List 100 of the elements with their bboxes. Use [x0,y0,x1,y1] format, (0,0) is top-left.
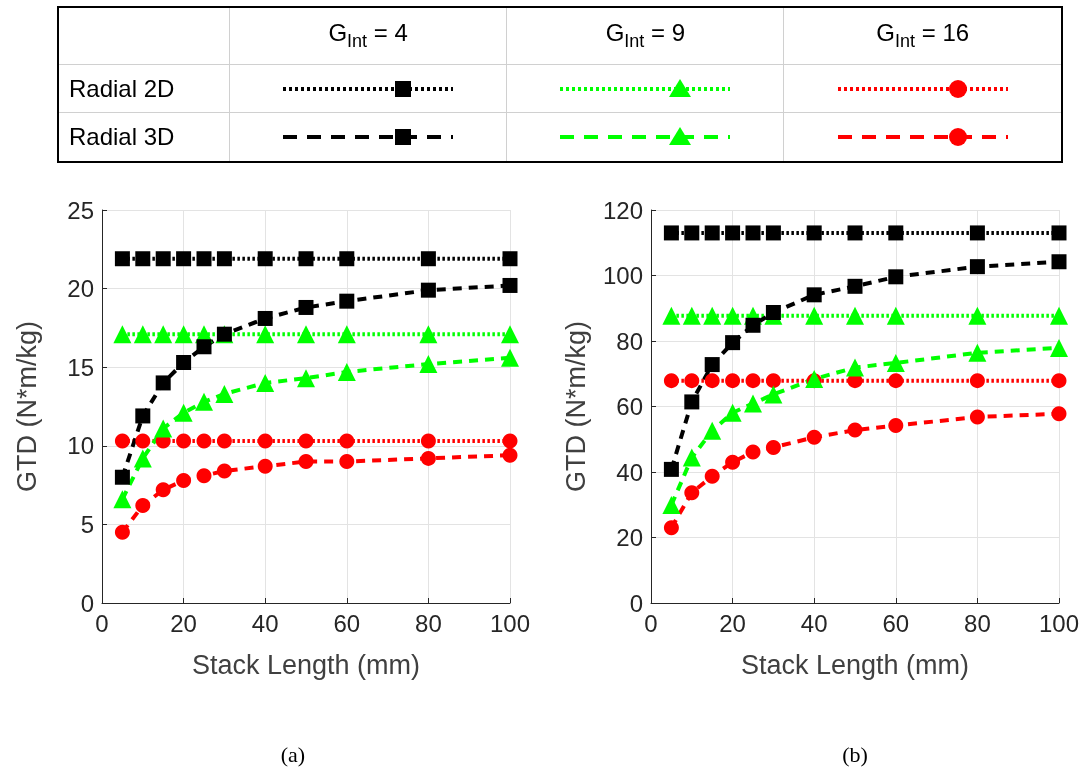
point [703,421,722,440]
point [257,310,273,326]
point [114,524,130,540]
point [154,325,173,344]
point [847,278,863,294]
point [886,306,905,325]
point [704,373,720,389]
point [662,306,681,325]
point [745,444,761,460]
point [725,454,741,470]
point [704,357,720,373]
point [135,408,151,424]
point [1051,406,1067,422]
point [502,433,518,449]
point [1051,373,1067,389]
x-tick-label: 80 [415,609,442,637]
point [725,225,741,241]
x-tick-label: 60 [333,609,361,637]
y-tick-label: 25 [67,196,94,224]
point [684,394,700,410]
y-tick-label: 40 [616,458,643,486]
point [663,373,679,389]
point [216,433,232,449]
point [682,306,701,325]
point [133,449,152,468]
x-tick-label: 40 [800,609,828,637]
point [745,317,761,333]
point [745,225,761,241]
point [684,485,700,501]
y-tick-label: 0 [80,589,94,617]
x-tick-label: 60 [882,609,910,637]
point [723,403,742,422]
point [337,362,356,381]
point [501,348,519,367]
point [298,299,314,315]
x-axis-title: Stack Length (mm) [191,649,421,680]
point [502,447,518,463]
point [725,373,741,389]
y-tick-label: 0 [629,589,643,617]
point [847,422,863,438]
point [420,450,436,466]
text: Radial 2D [58,64,230,113]
point [1050,338,1068,357]
point [744,394,762,413]
point [176,354,192,370]
point [113,490,132,509]
point [174,403,193,422]
point [176,251,192,267]
point [806,225,822,241]
point [114,433,130,449]
x-tick-label: 100 [1038,609,1080,637]
point [257,433,273,449]
y-axis-title: GTD (N*m/kg) [560,321,591,492]
x-tick-label: 100 [489,609,531,637]
y-tick-label: 20 [67,275,94,303]
point [806,429,822,445]
point [847,225,863,241]
point [501,325,519,344]
point [135,433,151,449]
point [765,225,781,241]
point [745,373,761,389]
point [298,433,314,449]
point [339,293,355,309]
point [135,251,151,267]
point [176,433,192,449]
point [1051,254,1067,270]
point [215,384,234,403]
point [502,251,518,267]
y-tick-label: 10 [67,432,94,460]
text: G$_{Int}$ = 4 [229,7,507,65]
point [196,251,212,267]
point [725,335,741,351]
point [195,392,213,411]
point [155,375,171,391]
point [257,458,273,474]
point [765,439,781,455]
x-tick-label: 20 [170,609,197,637]
text: (a) [279,742,307,768]
point [703,306,722,325]
point [969,373,985,389]
point [663,461,679,477]
point [888,418,904,433]
point [114,251,130,267]
point [196,433,212,449]
point [886,353,905,372]
point [765,305,781,321]
point [135,498,151,514]
text: G$_{Int}$ = 9 [506,7,784,65]
point [968,343,987,362]
point [298,454,314,470]
point [256,325,275,344]
point [682,448,701,467]
point [420,433,436,449]
point [297,369,315,388]
point [684,373,700,389]
point [155,251,171,267]
point [846,358,864,377]
point [133,325,152,344]
point [196,468,212,484]
point [297,325,315,344]
